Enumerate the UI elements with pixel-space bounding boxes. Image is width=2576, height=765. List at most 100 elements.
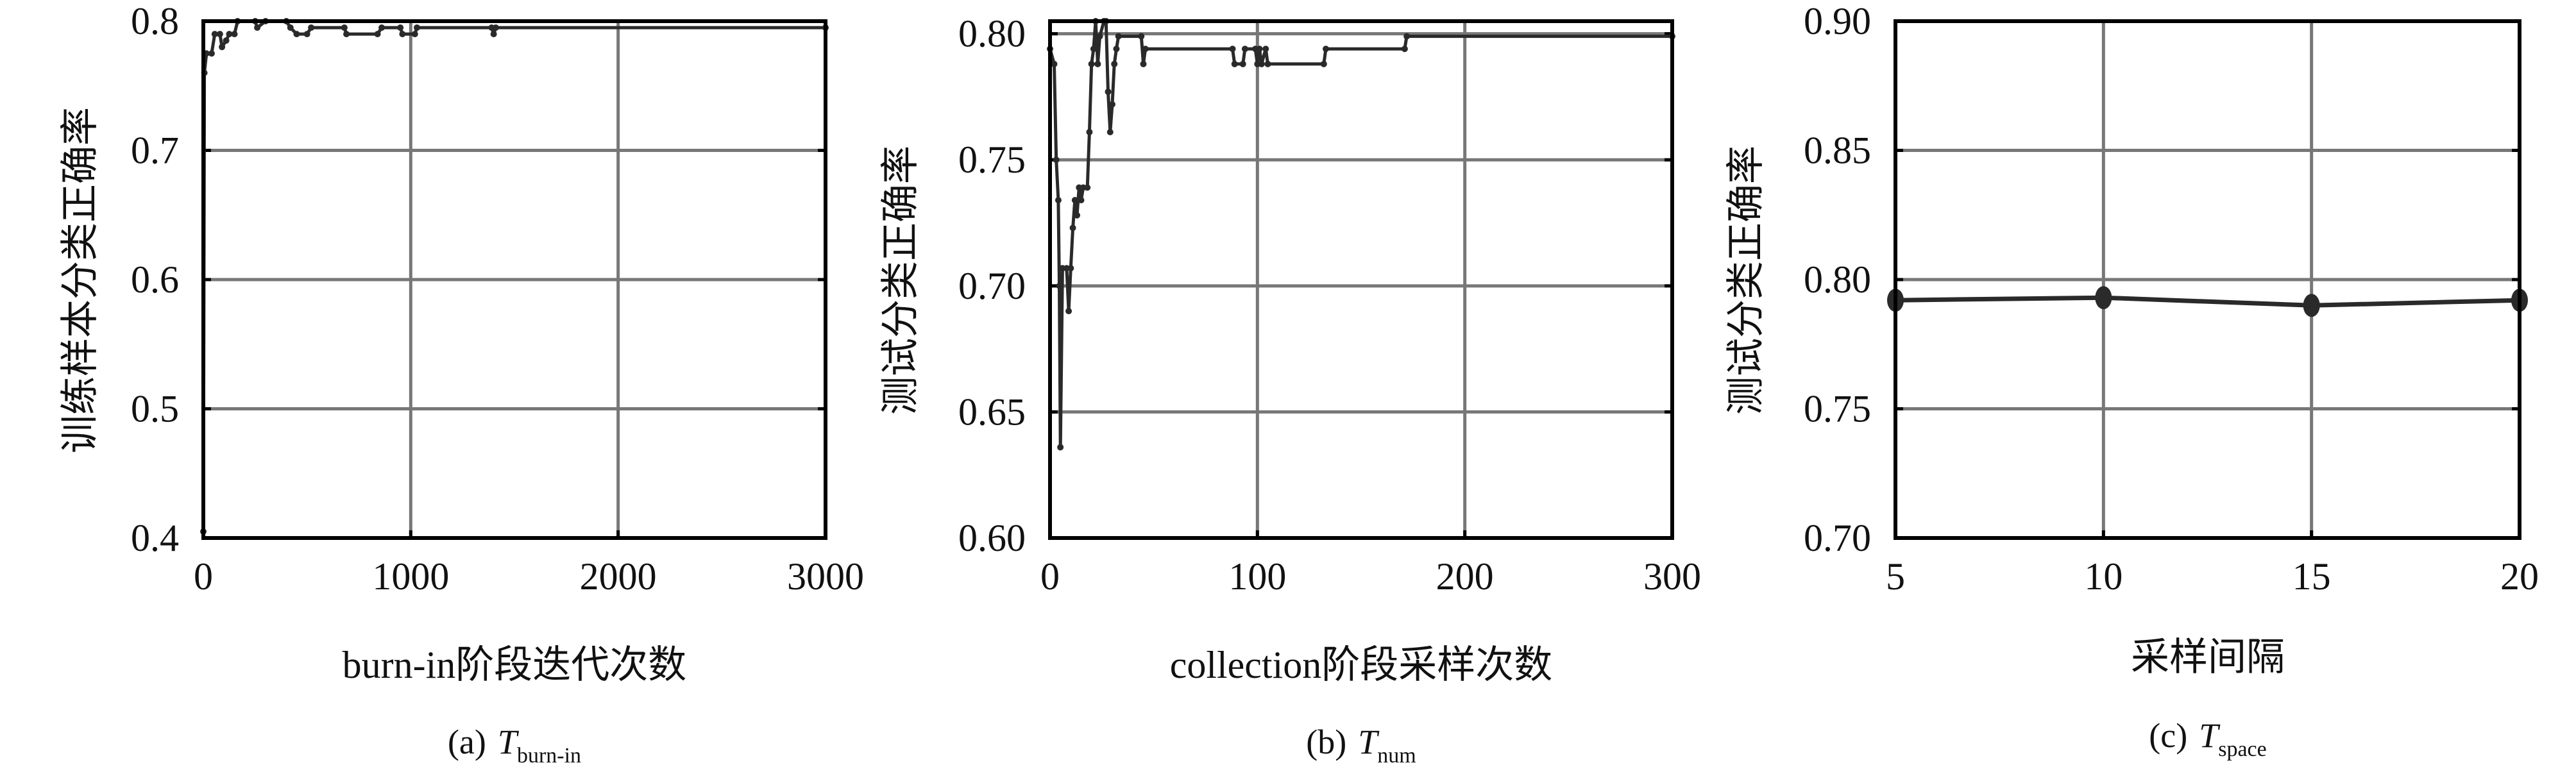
y-tick-label: 0.7 [131,130,179,172]
x-tick-label: 2000 [580,555,657,598]
data-point [1051,60,1058,67]
x-tick-label: 20 [2500,555,2539,598]
data-point [1067,265,1074,272]
data-point [216,31,223,38]
y-tick-label: 0.6 [131,258,179,301]
caption-symbol: T [1358,723,1380,761]
data-point [1264,60,1271,67]
x-axis-label: burn-in阶段迭代次数 [343,644,687,686]
data-point [1057,444,1064,451]
panel-c: 采样间隔 测试分类正确率 (c) Tspace 5 10 15 20 0.70 0.75 0.… [1725,0,2539,761]
caption-subscript: num [1377,744,1416,765]
caption-subscript: space [2218,737,2267,761]
y-tick-label: 0.75 [1804,388,1871,430]
data-point [1401,46,1408,53]
y-tick-label: 0.85 [1804,130,1871,172]
data-point [414,24,421,31]
data-point [1320,60,1327,67]
y-axis-label: 训练样本分类正确率 [59,107,101,453]
data-point [254,24,261,31]
data-point [1241,46,1248,53]
data-point [1069,224,1076,231]
data-point [1258,60,1265,67]
y-tick-label: 0.65 [958,391,1026,433]
y-tick-label: 0.70 [958,265,1026,307]
data-point [399,31,406,38]
data-point [492,24,499,31]
x-tick-label: 100 [1228,555,1286,598]
caption-subscript: burn-in [517,744,581,765]
caption-symbol: T [498,723,520,761]
y-axis-label: 测试分类正确率 [879,146,922,415]
series-line [1895,295,2520,308]
caption-symbol: T [2199,716,2221,755]
x-tick-label: 0 [1040,555,1060,598]
panel-b: collection阶段采样次数 测试分类正确率 (b) Tnum 0 100 200… [879,13,1701,765]
y-tick-label: 0.75 [958,139,1026,181]
x-tick-label: 200 [1436,555,1494,598]
data-point [1090,46,1097,53]
data-point [219,44,226,51]
data-point [1113,46,1120,53]
y-tick-label: 0.80 [1804,258,1871,301]
y-axis-label: 测试分类正确率 [1725,146,1767,415]
data-point [1096,33,1103,40]
y-tick-label: 0.8 [131,0,179,42]
data-point [1262,46,1269,53]
x-axis-label: 采样间隔 [2131,636,2285,678]
series-line [1048,19,1672,449]
data-point [2303,294,2320,317]
data-point [1109,101,1115,108]
data-point [1142,46,1149,53]
x-tick-label: 300 [1643,555,1701,598]
data-point [1323,46,1330,53]
plot-frame [201,19,827,540]
plot-frame [1894,19,2521,540]
data-point [343,31,350,38]
data-point [1078,197,1085,204]
data-point [1140,60,1147,67]
caption-label: (a) [448,723,486,761]
data-point [1403,33,1411,40]
caption-label: (b) [1306,723,1346,761]
y-tick-label: 0.60 [958,517,1026,559]
x-tick-label: 15 [2292,555,2331,598]
data-point [1071,197,1078,204]
data-point [374,31,381,38]
data-point [1065,308,1072,315]
x-tick-label: 0 [194,555,213,598]
data-point [293,31,300,38]
data-point [1106,128,1114,135]
caption: (c) Tspace [2149,716,2267,761]
plot-frame [1048,19,1674,540]
data-point [226,31,233,38]
y-tick-label: 0.5 [131,388,179,430]
data-point [1111,60,1118,67]
data-point [1115,33,1122,40]
data-point [1094,60,1101,67]
data-point [1055,197,1062,204]
data-point [308,24,315,31]
panel-a: burn-in阶段迭代次数 训练样本分类正确率 (a) Tburn-in 0 100… [59,0,864,765]
x-tick-label: 5 [1886,555,1905,598]
y-tick-label: 0.4 [131,517,179,559]
data-point [1088,60,1095,67]
data-point [378,24,386,31]
data-point [341,24,348,31]
data-point [303,31,310,38]
data-point [2095,286,2112,310]
data-point [1056,282,1063,289]
data-point [231,31,238,38]
data-point [1105,88,1112,96]
data-point [208,50,215,57]
data-point [411,31,418,38]
data-point [1084,184,1091,191]
data-point [1256,46,1263,53]
y-tick-label: 0.70 [1804,517,1871,559]
data-point [1138,33,1145,40]
data-point [1229,46,1236,53]
data-point [397,24,404,31]
caption: (b) Tnum [1306,723,1416,765]
x-tick-label: 1000 [372,555,449,598]
